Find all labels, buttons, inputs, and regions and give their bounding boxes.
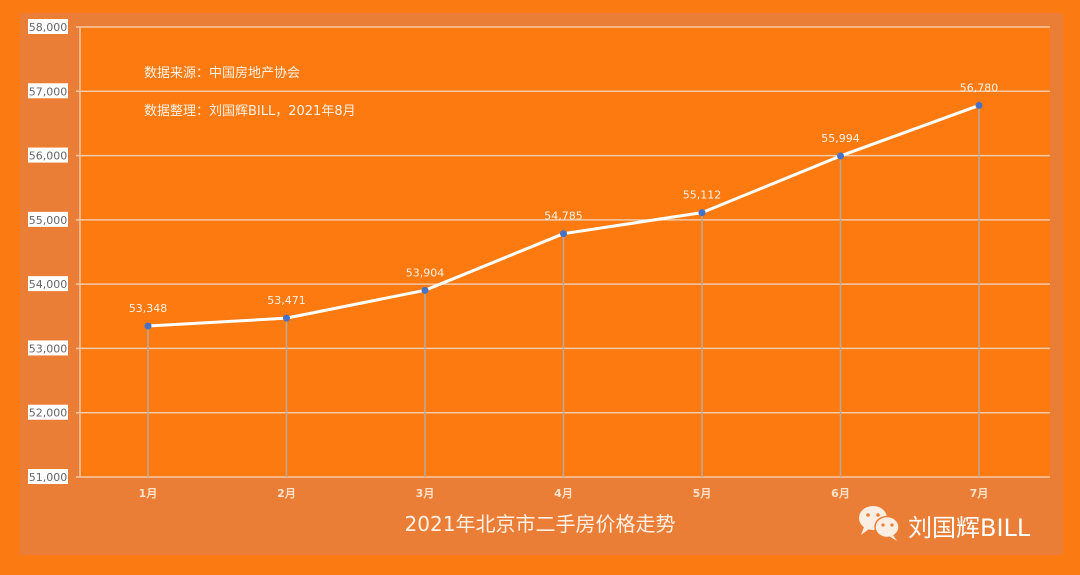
data-point <box>144 322 152 330</box>
y-tick-box <box>28 340 68 356</box>
data-label: 56,780 <box>960 81 999 94</box>
y-tick-box <box>28 83 68 99</box>
x-tick-label: 3月 <box>416 487 435 500</box>
data-point <box>975 101 983 109</box>
data-point <box>837 152 844 160</box>
y-tick-label: 51,000 <box>29 471 68 484</box>
y-tick-box <box>28 211 68 227</box>
y-tick-label: 55,000 <box>29 214 68 227</box>
data-label: 55,112 <box>683 189 722 202</box>
data-point <box>283 314 290 322</box>
x-tick-label: 4月 <box>554 487 573 500</box>
data-label: 53,904 <box>406 266 445 279</box>
x-tick-label: 6月 <box>831 487 850 500</box>
x-tick-label: 1月 <box>139 487 158 500</box>
x-tick-label: 7月 <box>970 487 989 500</box>
annotation-source: 数据来源：中国房地产协会 <box>144 65 300 81</box>
annotation-compiler: 数据整理：刘国辉BILL，2021年8月 <box>144 104 356 119</box>
y-tick-label: 53,000 <box>29 342 68 355</box>
data-label: 54,785 <box>544 210 583 223</box>
y-tick-box <box>28 147 68 163</box>
y-tick-label: 57,000 <box>29 85 68 98</box>
y-tick-box <box>28 404 68 420</box>
watermark-text: 刘国辉BILL <box>908 514 1031 542</box>
x-tick-label: 5月 <box>693 487 712 500</box>
y-tick-label: 58,000 <box>29 21 68 34</box>
data-label: 53,471 <box>267 294 306 307</box>
y-tick-label: 56,000 <box>29 150 68 163</box>
data-point <box>698 209 706 217</box>
y-tick-label: 52,000 <box>29 407 68 420</box>
data-label: 55,994 <box>821 132 860 145</box>
y-tick-box <box>28 469 68 484</box>
data-point <box>421 286 429 294</box>
chart-title: 2021年北京市二手房价格走势 <box>405 512 676 536</box>
data-point <box>560 230 567 238</box>
wechat-icon <box>859 506 900 541</box>
x-tick-label: 2月 <box>277 487 296 500</box>
y-tick-box <box>28 276 68 292</box>
y-tick-label: 54,000 <box>29 278 68 291</box>
plot-area <box>80 27 1050 477</box>
data-label: 53,348 <box>129 302 168 315</box>
y-tick-box <box>28 19 68 34</box>
